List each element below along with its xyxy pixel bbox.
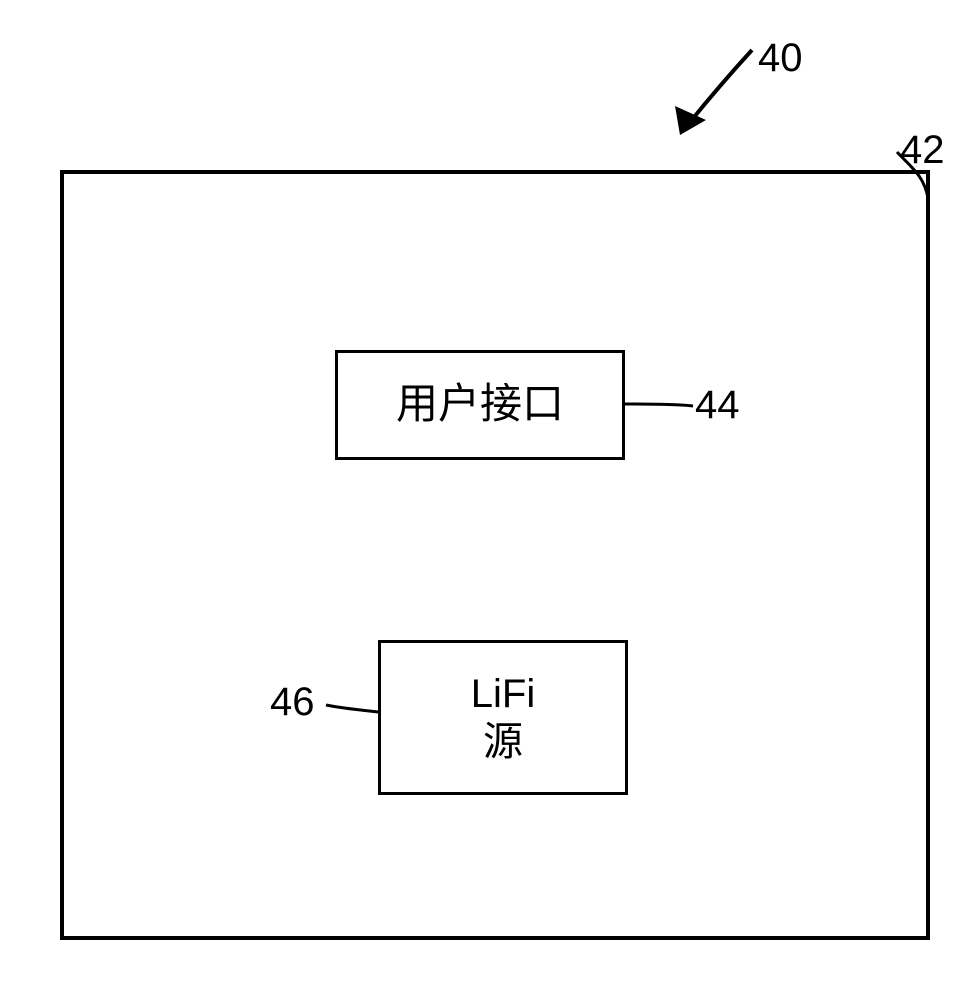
leader-46 <box>0 0 980 1000</box>
